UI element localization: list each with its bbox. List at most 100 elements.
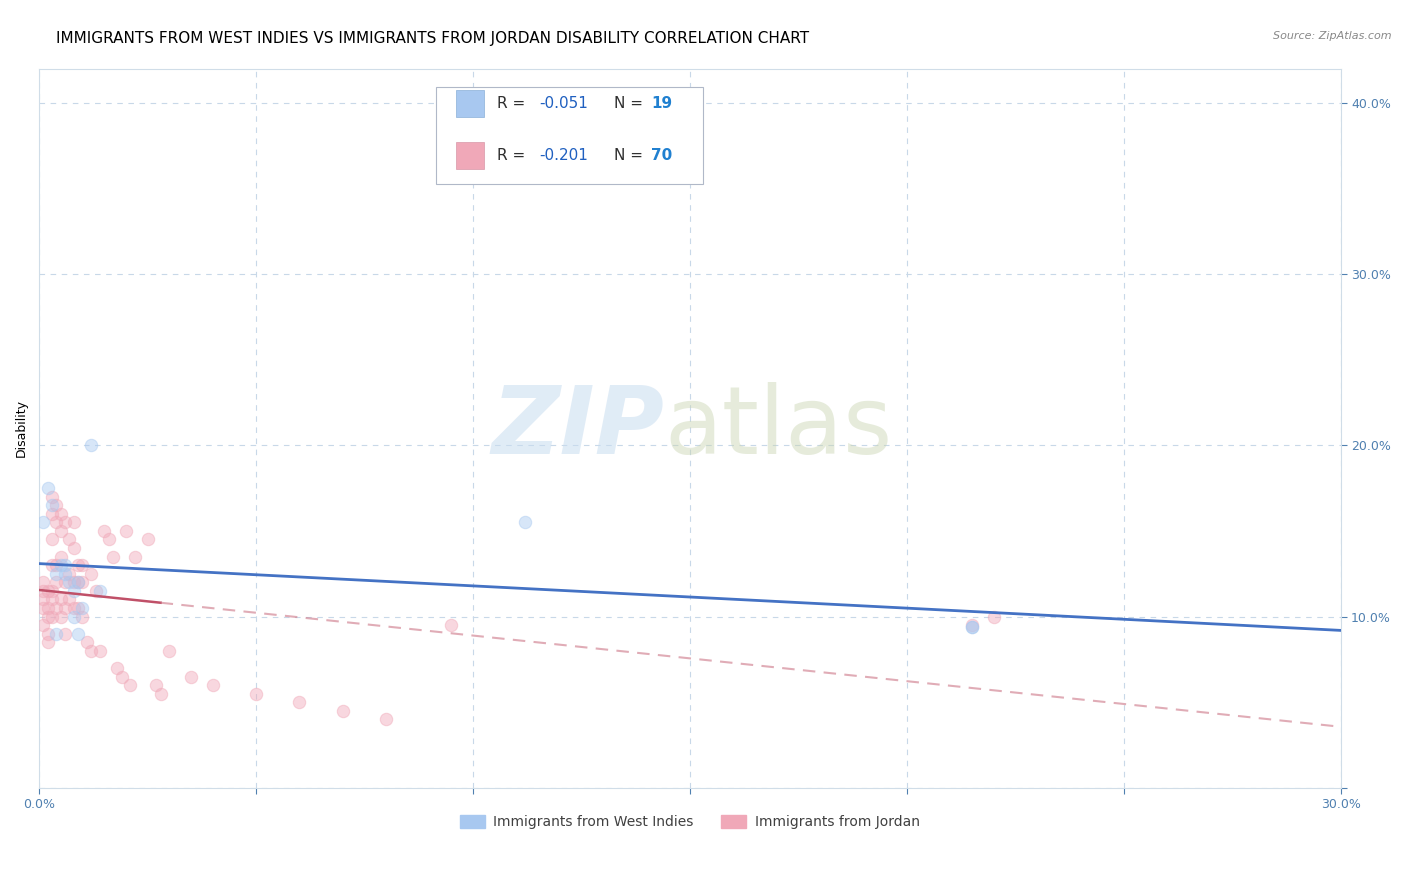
Point (45, 516, 67, 530)
Point (49, 592, 72, 607)
Point (32, 575, 55, 590)
Point (41, 592, 63, 607)
Text: -0.051: -0.051 (538, 96, 588, 112)
Point (983, 609, 1005, 624)
Legend: Immigrants from West Indies, Immigrants from Jordan: Immigrants from West Indies, Immigrants … (454, 810, 925, 835)
Point (53, 566, 76, 581)
Point (63, 583, 86, 598)
Point (72, 609, 94, 624)
Point (245, 687, 267, 701)
Bar (456, 142, 484, 169)
Point (37, 626, 59, 640)
Point (332, 704, 354, 718)
Point (32, 601, 55, 615)
Point (63, 601, 86, 615)
Text: N =: N = (614, 96, 648, 112)
Point (58, 575, 80, 590)
Point (45, 566, 67, 581)
Point (72, 601, 94, 615)
Point (49, 558, 72, 573)
Point (41, 609, 63, 624)
Point (67, 558, 90, 573)
Point (49, 524, 72, 538)
Point (440, 618, 463, 632)
Point (180, 669, 202, 683)
Point (53, 516, 76, 530)
Point (45, 626, 67, 640)
Point (53, 601, 76, 615)
Point (89, 583, 111, 598)
Point (37, 601, 59, 615)
Text: 19: 19 (651, 96, 672, 112)
Point (32, 618, 55, 632)
Text: N =: N = (614, 148, 648, 163)
Point (37, 481, 59, 495)
Point (45, 498, 67, 512)
Point (110, 669, 132, 683)
Point (49, 609, 72, 624)
Point (41, 498, 63, 512)
Point (45, 601, 67, 615)
Text: Source: ZipAtlas.com: Source: ZipAtlas.com (1274, 31, 1392, 41)
Point (120, 678, 142, 692)
Point (72, 558, 94, 573)
Point (124, 549, 146, 564)
Point (63, 541, 86, 555)
Point (49, 507, 72, 521)
Point (32, 516, 55, 530)
Text: R =: R = (498, 148, 530, 163)
Point (513, 516, 536, 530)
Point (145, 678, 167, 692)
Point (72, 575, 94, 590)
Text: R =: R = (498, 96, 530, 112)
Point (53, 558, 76, 573)
Point (93, 524, 115, 538)
Point (53, 626, 76, 640)
Point (80, 566, 103, 581)
Point (63, 609, 86, 624)
Point (149, 687, 172, 701)
FancyBboxPatch shape (436, 87, 703, 184)
Point (49, 549, 72, 564)
Point (58, 592, 80, 607)
Point (53, 575, 76, 590)
Point (67, 601, 90, 615)
Point (105, 661, 128, 675)
Text: atlas: atlas (664, 382, 893, 475)
Point (115, 524, 138, 538)
Point (960, 620, 983, 634)
Point (89, 644, 111, 658)
Point (41, 490, 63, 504)
Point (67, 626, 90, 640)
Point (45, 575, 67, 590)
Text: 70: 70 (651, 148, 672, 163)
Point (288, 695, 311, 709)
Point (960, 620, 983, 634)
Point (136, 533, 159, 547)
Point (41, 533, 63, 547)
Text: IMMIGRANTS FROM WEST INDIES VS IMMIGRANTS FROM JORDAN DISABILITY CORRELATION CHA: IMMIGRANTS FROM WEST INDIES VS IMMIGRANT… (56, 31, 810, 46)
Point (41, 583, 63, 598)
Point (37, 609, 59, 624)
Point (63, 516, 86, 530)
Y-axis label: Disability: Disability (15, 400, 28, 458)
Point (58, 566, 80, 581)
Point (32, 592, 55, 607)
Text: -0.201: -0.201 (538, 148, 588, 163)
Point (80, 438, 103, 452)
Point (76, 635, 98, 649)
Point (84, 583, 107, 598)
Point (97, 533, 120, 547)
Point (37, 635, 59, 649)
Point (960, 618, 983, 632)
Point (41, 558, 63, 573)
Point (63, 575, 86, 590)
Bar (456, 90, 484, 118)
Point (80, 644, 103, 658)
Point (37, 583, 59, 598)
Point (32, 583, 55, 598)
Point (58, 533, 80, 547)
Point (41, 507, 63, 521)
Point (67, 575, 90, 590)
Point (101, 549, 124, 564)
